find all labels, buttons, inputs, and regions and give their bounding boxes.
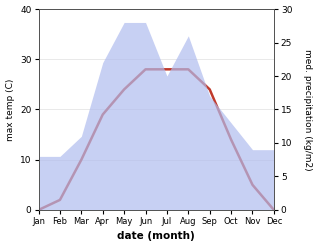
X-axis label: date (month): date (month)	[117, 231, 195, 242]
Y-axis label: max temp (C): max temp (C)	[5, 78, 15, 141]
Y-axis label: med. precipitation (kg/m2): med. precipitation (kg/m2)	[303, 49, 313, 170]
